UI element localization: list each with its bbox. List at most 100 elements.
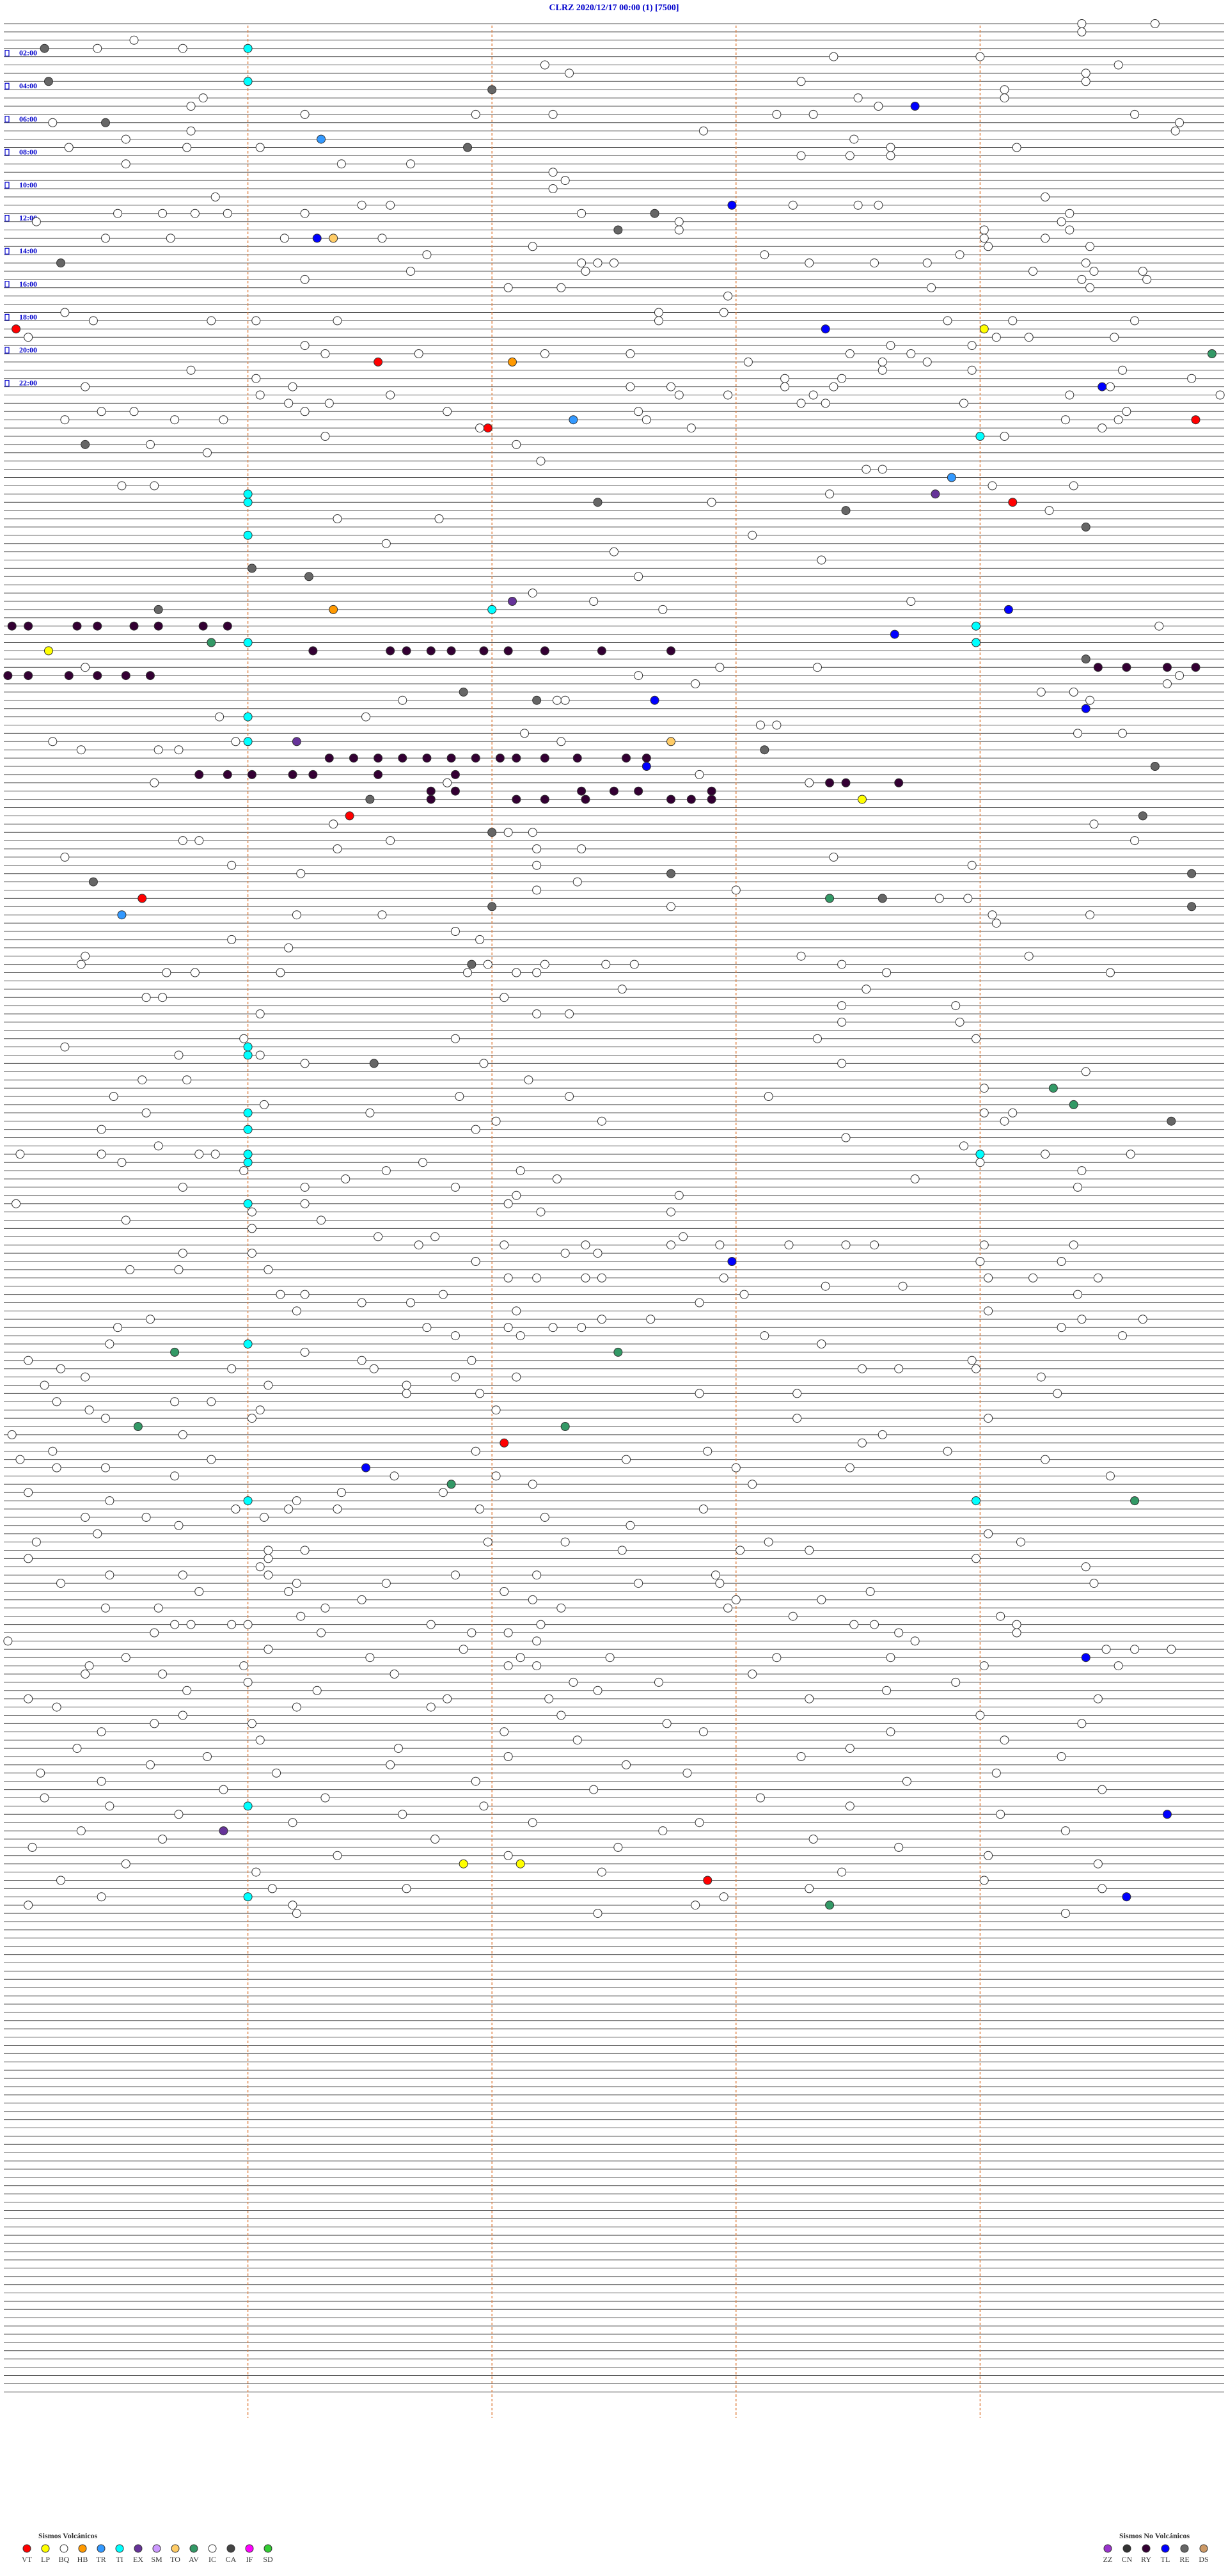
event-marker-ry bbox=[121, 671, 130, 681]
event-marker-ic bbox=[390, 1471, 399, 1481]
event-marker-ic bbox=[922, 357, 932, 367]
event-marker-ic bbox=[1012, 143, 1021, 152]
event-marker-ic bbox=[1089, 1579, 1099, 1588]
event-marker-ic bbox=[1126, 1150, 1135, 1159]
event-marker-vt bbox=[138, 894, 147, 903]
event-marker-ic bbox=[471, 1446, 480, 1456]
event-marker-ic bbox=[467, 1355, 476, 1365]
event-marker-ic bbox=[1089, 819, 1099, 829]
event-marker-ti bbox=[243, 737, 253, 747]
event-marker-ic bbox=[695, 770, 704, 779]
event-marker-ic bbox=[723, 291, 733, 301]
event-marker-ic bbox=[979, 1108, 989, 1118]
legend: Sismos Volcánicos VT LP BQ HB TR TI EX SM TO AV IC C… bbox=[22, 2531, 1209, 2564]
event-marker-ic bbox=[450, 1331, 460, 1341]
event-marker-ic bbox=[560, 176, 570, 186]
event-marker-ic bbox=[264, 1380, 273, 1390]
event-marker-ic bbox=[292, 1702, 301, 1712]
event-marker-ic bbox=[1110, 333, 1119, 342]
hour-bracket bbox=[4, 347, 10, 354]
event-marker-lp bbox=[459, 1859, 468, 1869]
event-marker-re bbox=[841, 506, 851, 516]
event-marker-av bbox=[825, 894, 835, 903]
event-marker-ic bbox=[443, 1694, 452, 1703]
event-marker-ic bbox=[97, 1125, 106, 1134]
event-marker-ic bbox=[849, 1620, 859, 1629]
event-marker-ic bbox=[894, 1628, 904, 1638]
event-marker-ic bbox=[251, 374, 261, 383]
event-marker-ic bbox=[532, 1273, 542, 1283]
event-marker-ic bbox=[556, 1711, 566, 1720]
event-marker-ic bbox=[532, 844, 542, 853]
event-marker-ic bbox=[503, 1273, 513, 1283]
event-marker-ic bbox=[1024, 333, 1034, 342]
event-marker-ry bbox=[324, 754, 334, 763]
event-marker-ic bbox=[300, 407, 310, 416]
event-marker-ry bbox=[194, 770, 204, 779]
event-marker-ic bbox=[166, 233, 175, 243]
event-marker-ic bbox=[182, 143, 192, 152]
event-marker-ic bbox=[264, 1570, 273, 1580]
event-marker-av bbox=[1048, 1084, 1058, 1093]
event-marker-ic bbox=[72, 1744, 82, 1753]
event-marker-ic bbox=[731, 1595, 741, 1604]
event-marker-ic bbox=[1162, 679, 1172, 688]
legend-label: DS bbox=[1199, 2555, 1208, 2564]
event-marker-ic bbox=[1036, 1372, 1046, 1382]
event-marker-ic bbox=[455, 1092, 464, 1101]
event-marker-ti bbox=[243, 1339, 253, 1348]
event-marker-ic bbox=[255, 1735, 265, 1745]
event-marker-av bbox=[207, 638, 216, 647]
event-marker-ry bbox=[707, 794, 716, 804]
legend-label: TI bbox=[116, 2555, 123, 2564]
event-marker-ic bbox=[581, 1273, 590, 1283]
event-marker-ic bbox=[837, 374, 847, 383]
event-marker-ic bbox=[996, 1611, 1005, 1621]
event-marker-ic bbox=[666, 902, 676, 912]
event-marker-ic bbox=[288, 1818, 297, 1828]
event-marker-re bbox=[760, 745, 769, 755]
event-marker-ic bbox=[1000, 93, 1009, 103]
event-marker-ic bbox=[837, 1001, 847, 1011]
event-marker-ic bbox=[1215, 390, 1225, 400]
event-marker-ic bbox=[117, 481, 127, 491]
event-marker-ry bbox=[666, 646, 676, 656]
event-marker-ic bbox=[300, 1347, 310, 1357]
event-marker-ic bbox=[467, 1628, 476, 1638]
event-marker-tr bbox=[569, 415, 578, 425]
event-marker-ic bbox=[528, 828, 537, 837]
event-marker-ic bbox=[853, 93, 863, 103]
event-marker-ic bbox=[125, 1265, 135, 1274]
event-marker-ry bbox=[398, 754, 407, 763]
event-marker-ic bbox=[634, 1579, 643, 1588]
event-marker-ry bbox=[540, 646, 549, 656]
event-marker-hb bbox=[329, 604, 338, 614]
event-marker-ic bbox=[97, 1892, 106, 1902]
event-marker-ti bbox=[972, 1496, 981, 1506]
event-marker-ic bbox=[414, 1240, 423, 1250]
event-marker-ic bbox=[829, 52, 838, 61]
event-marker-ic bbox=[532, 1570, 542, 1580]
event-marker-ic bbox=[512, 1190, 521, 1200]
event-marker-re bbox=[532, 695, 542, 705]
event-marker-ic bbox=[500, 1727, 509, 1737]
event-marker-ic bbox=[101, 233, 110, 243]
event-marker-ic bbox=[365, 1653, 375, 1663]
event-marker-ic bbox=[24, 333, 33, 342]
event-marker-ic bbox=[292, 910, 301, 920]
event-marker-ti bbox=[243, 1158, 253, 1167]
event-marker-av bbox=[825, 1900, 835, 1910]
event-marker-ic bbox=[943, 1446, 952, 1456]
event-marker-ti bbox=[243, 1125, 253, 1134]
event-marker-ic bbox=[194, 1587, 204, 1596]
event-marker-ic bbox=[560, 1537, 570, 1547]
event-marker-ic bbox=[247, 1207, 256, 1217]
event-marker-ic bbox=[300, 209, 310, 218]
event-marker-ic bbox=[450, 1372, 460, 1382]
event-marker-ic bbox=[963, 894, 973, 903]
event-marker-ic bbox=[1077, 27, 1087, 36]
event-marker-ry bbox=[540, 794, 549, 804]
event-marker-ic bbox=[503, 1851, 513, 1860]
event-marker-ic bbox=[1081, 1562, 1090, 1572]
chart-header: CLRZ 2020/12/17 00:00 (1) [7500] bbox=[549, 3, 679, 13]
